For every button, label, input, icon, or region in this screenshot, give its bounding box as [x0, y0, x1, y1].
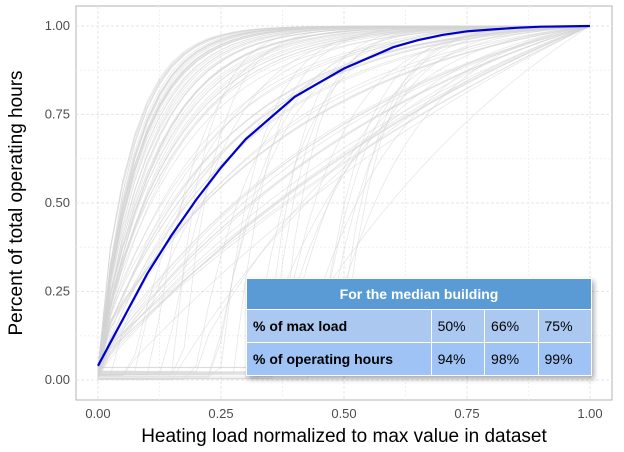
table-cell: 66% [484, 309, 539, 343]
y-axis-title: Percent of total operating hours [6, 70, 27, 335]
building-curve [97, 25, 591, 374]
table-cell: 94% [430, 342, 486, 376]
building-curve [97, 25, 591, 377]
y-tick-label: 0.75 [45, 107, 70, 122]
building-curve [97, 25, 591, 375]
building-curve [97, 25, 591, 377]
y-tick-label: 0.25 [45, 284, 70, 299]
median-building-table: For the median building % of max load 50… [246, 278, 592, 376]
building-curve [97, 25, 591, 375]
x-tick-label: 1.00 [577, 406, 602, 421]
building-curve [97, 25, 591, 372]
building-curve [97, 25, 591, 378]
building-curve [97, 25, 591, 373]
x-tick-label: 0.50 [331, 406, 356, 421]
table-row-max-load: % of max load 50% 66% 75% [246, 309, 592, 343]
x-tick-label: 0.75 [454, 406, 479, 421]
table-cell: 99% [537, 342, 592, 376]
x-tick-label: 0.25 [208, 406, 233, 421]
table-cell: 98% [484, 342, 539, 376]
building-curve [97, 25, 591, 378]
building-curve [98, 25, 590, 373]
building-curve [98, 25, 591, 375]
x-axis-title: Heating load normalized to max value in … [141, 426, 547, 447]
building-curve [97, 25, 591, 373]
building-curve [98, 25, 591, 380]
building-curve [97, 25, 591, 377]
y-tick-label: 1.00 [45, 18, 70, 33]
table-row-operating-hours: % of operating hours 94% 98% 99% [246, 342, 592, 376]
building-curve [97, 25, 591, 374]
building-curve [97, 25, 591, 369]
y-axis-ticks: 0.00 0.25 0.50 0.75 1.00 [45, 18, 70, 387]
background-curves [97, 25, 591, 380]
building-curve [97, 25, 591, 370]
table-cell: 75% [537, 309, 592, 343]
median-building-line [97, 24, 591, 367]
building-curve [98, 25, 591, 375]
table-title: For the median building [246, 278, 592, 310]
building-curve [97, 25, 591, 376]
table-cell: 50% [430, 309, 486, 343]
row-label: % of max load [246, 309, 432, 343]
row-label: % of operating hours [246, 342, 432, 376]
y-tick-label: 0.00 [45, 372, 70, 387]
building-curve [98, 25, 591, 377]
x-axis-ticks: 0.00 0.25 0.50 0.75 1.00 [85, 406, 602, 421]
building-curve [98, 25, 591, 368]
building-curve [97, 25, 591, 372]
y-tick-label: 0.50 [45, 195, 70, 210]
x-tick-label: 0.00 [85, 406, 110, 421]
